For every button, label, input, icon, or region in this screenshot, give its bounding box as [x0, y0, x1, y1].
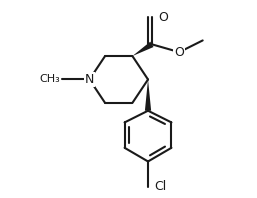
Text: O: O — [174, 46, 184, 59]
Polygon shape — [132, 42, 153, 56]
Text: O: O — [158, 10, 168, 24]
Text: CH₃: CH₃ — [39, 74, 60, 85]
Text: N: N — [85, 73, 94, 86]
Polygon shape — [145, 79, 151, 111]
Text: Cl: Cl — [154, 180, 166, 193]
